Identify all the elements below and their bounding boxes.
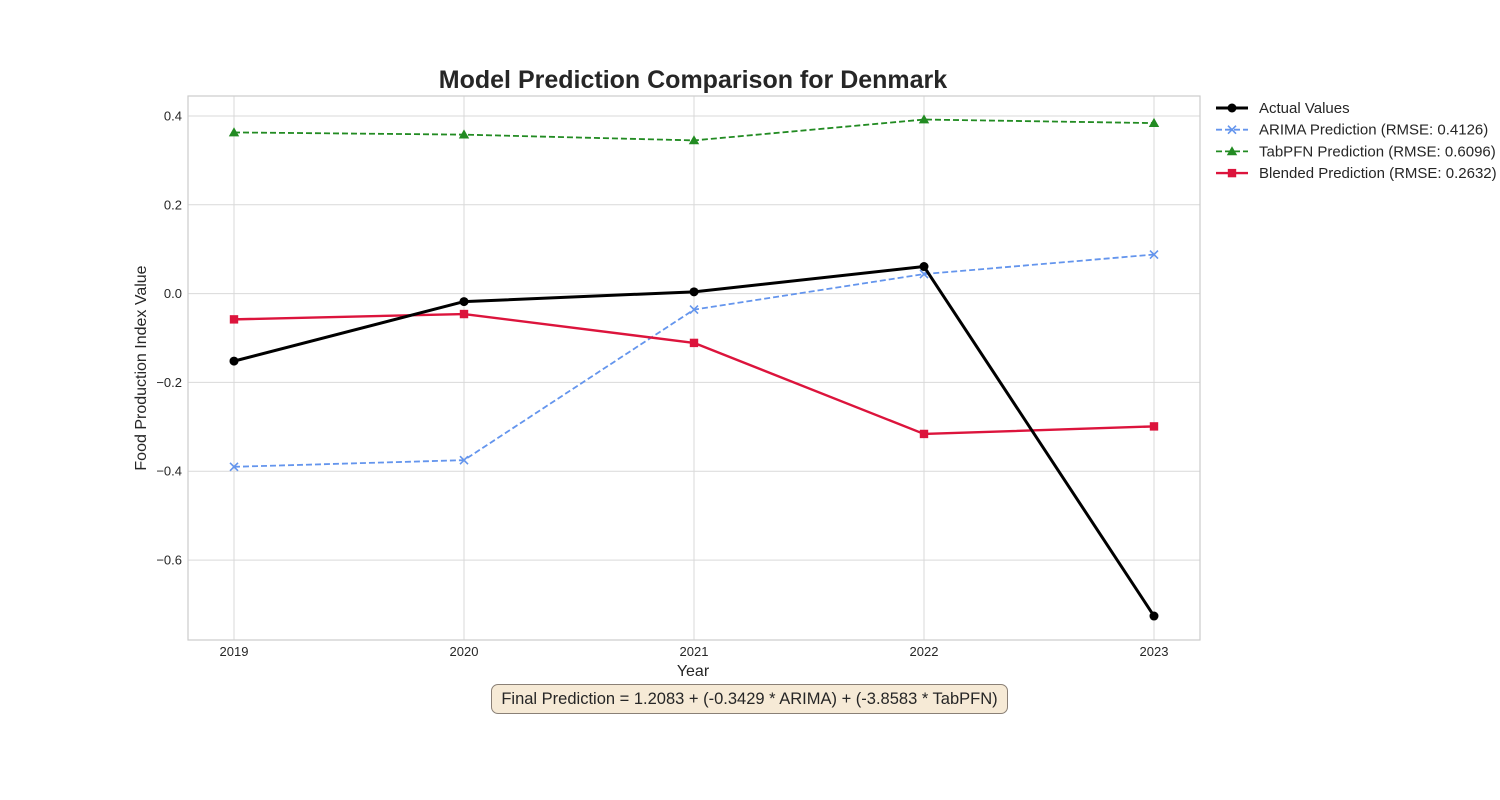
series-0	[229, 262, 1159, 621]
legend-label: TabPFN Prediction (RMSE: 0.6096)	[1259, 143, 1496, 160]
legend-label: Actual Values	[1259, 100, 1350, 117]
x-axis-label: Year	[677, 663, 710, 680]
plot-area-frame	[187, 95, 1201, 641]
data-point-marker	[688, 135, 700, 145]
grid-lines	[188, 96, 1200, 640]
data-point-marker	[1149, 611, 1159, 621]
legend-item: ARIMA Prediction (RMSE: 0.4126)	[1216, 122, 1488, 139]
legend-label: ARIMA Prediction (RMSE: 0.4126)	[1259, 122, 1488, 139]
series-group	[228, 114, 1160, 621]
data-point-marker	[229, 315, 239, 324]
legend-label: Blended Prediction (RMSE: 0.2632)	[1259, 165, 1497, 182]
data-point-marker	[1148, 117, 1160, 127]
data-point-marker	[459, 455, 469, 465]
y-tick-label: 0.4	[164, 108, 182, 123]
data-point-marker	[459, 309, 469, 319]
data-point-marker	[229, 356, 239, 366]
x-axis-ticks: 2019 2020 2021 2022 2023	[220, 644, 1169, 659]
y-tick-label: 0.0	[164, 286, 182, 301]
data-point-marker	[918, 114, 930, 124]
x-tick-label: 2019	[220, 644, 249, 659]
legend-marker	[1227, 125, 1237, 135]
series-2	[228, 114, 1160, 145]
data-point-marker	[1149, 249, 1159, 260]
chart-title: Model Prediction Comparison for Denmark	[439, 66, 948, 94]
series-3	[229, 309, 1159, 439]
legend-item: Blended Prediction (RMSE: 0.2632)	[1216, 165, 1497, 182]
data-point-marker	[689, 305, 699, 315]
formula-annotation: Final Prediction = 1.2083 + (-0.3429 * A…	[491, 684, 1008, 714]
series-1	[229, 249, 1159, 472]
data-point-marker	[919, 262, 929, 272]
y-tick-label: −0.6	[156, 553, 182, 568]
y-axis-ticks: 0.4 0.2 0.0 −0.2 −0.4 −0.6	[156, 108, 182, 567]
y-tick-label: 0.2	[164, 197, 182, 212]
data-point-marker	[689, 287, 699, 297]
x-tick-label: 2020	[450, 644, 479, 659]
legend-marker	[1227, 168, 1237, 178]
legend-item: Actual Values	[1216, 100, 1350, 117]
legend-item: TabPFN Prediction (RMSE: 0.6096)	[1216, 143, 1496, 160]
y-axis-label: Food Production Index Value	[133, 265, 150, 470]
data-point-marker	[919, 429, 929, 439]
y-tick-label: −0.4	[156, 464, 182, 479]
data-point-marker	[459, 297, 469, 307]
legend-marker	[1226, 146, 1238, 156]
legend: Actual Values ARIMA Prediction (RMSE: 0.4…	[1216, 100, 1497, 182]
x-tick-label: 2023	[1140, 644, 1169, 659]
data-point-marker	[1149, 422, 1159, 431]
x-tick-label: 2022	[910, 644, 939, 659]
legend-marker	[1227, 103, 1237, 113]
data-point-marker	[689, 338, 699, 348]
y-tick-label: −0.2	[156, 375, 182, 390]
data-point-marker	[458, 129, 470, 139]
data-point-marker	[229, 462, 239, 472]
data-point-marker	[228, 127, 240, 137]
x-tick-label: 2021	[680, 644, 709, 659]
